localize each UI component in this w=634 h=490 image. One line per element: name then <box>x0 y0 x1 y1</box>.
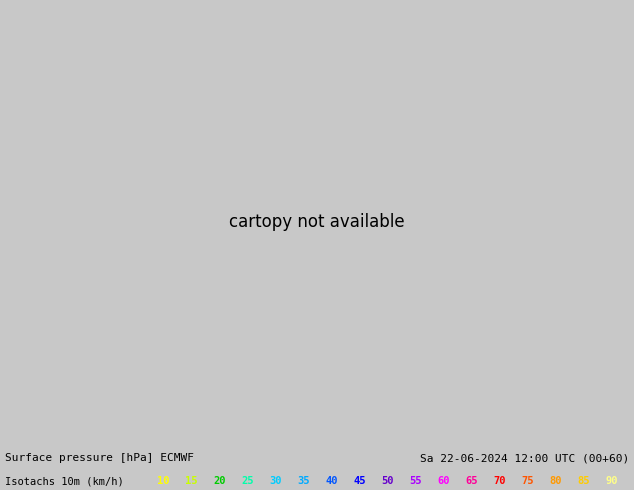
Text: 10: 10 <box>157 476 170 487</box>
Text: Surface pressure [hPa] ECMWF: Surface pressure [hPa] ECMWF <box>5 453 194 463</box>
Text: 85: 85 <box>577 476 590 487</box>
Text: 25: 25 <box>242 476 254 487</box>
Text: 50: 50 <box>381 476 394 487</box>
Text: 35: 35 <box>297 476 310 487</box>
Text: Sa 22-06-2024 12:00 UTC (00+60): Sa 22-06-2024 12:00 UTC (00+60) <box>420 453 629 463</box>
Text: 30: 30 <box>269 476 282 487</box>
Text: cartopy not available: cartopy not available <box>229 214 405 231</box>
Text: 20: 20 <box>214 476 226 487</box>
Text: 80: 80 <box>549 476 562 487</box>
Text: 15: 15 <box>185 476 198 487</box>
Text: 90: 90 <box>605 476 618 487</box>
Text: 65: 65 <box>465 476 477 487</box>
Text: 70: 70 <box>493 476 506 487</box>
Text: 40: 40 <box>325 476 338 487</box>
Text: Isotachs 10m (km/h): Isotachs 10m (km/h) <box>5 476 124 487</box>
Text: 55: 55 <box>409 476 422 487</box>
Text: 45: 45 <box>353 476 366 487</box>
Text: 60: 60 <box>437 476 450 487</box>
Text: 75: 75 <box>521 476 534 487</box>
